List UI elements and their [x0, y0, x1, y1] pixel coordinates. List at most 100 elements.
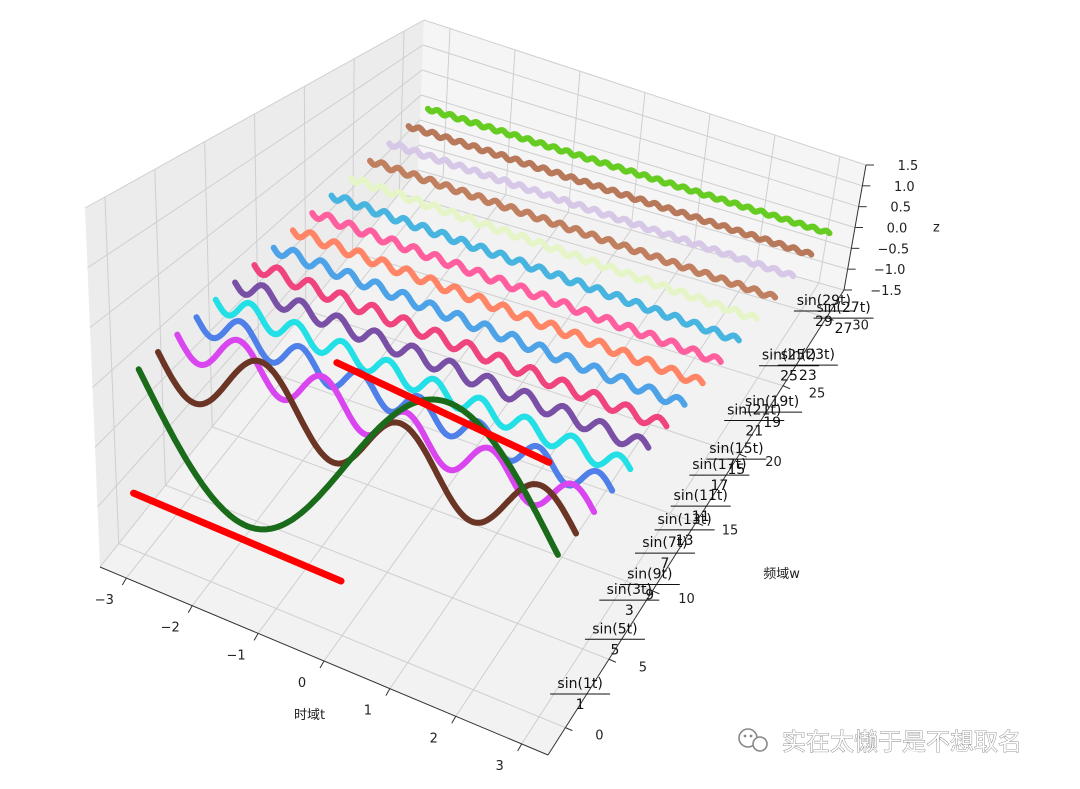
series-line-k11 [232, 279, 652, 451]
frequency-label-numerator: sin(13t) [657, 512, 711, 528]
frequency-label-denominator: 3 [625, 603, 634, 619]
y-tick-label: 20 [765, 455, 782, 470]
x-tick [121, 577, 127, 586]
z-tick-label: −0.5 [878, 242, 910, 257]
frequency-label-numerator: sin(21t) [727, 402, 781, 418]
grid-line-z-left [92, 94, 422, 388]
grid-line-y-floor [258, 368, 697, 523]
frequency-label-denominator: 21 [745, 423, 763, 439]
frequency-label-k7: sin(7t) 7 [635, 535, 696, 572]
frequency-label-denominator: 7 [661, 556, 670, 572]
wechat-icon [738, 728, 768, 752]
frequency-label-k21: sin(21t) 21 [724, 402, 785, 439]
tick-labels: −3−2−10123051015202530−1.5−1.0−0.50.00.5… [95, 159, 919, 774]
frequency-label-k3: sin(3t) 3 [599, 582, 660, 619]
grid-line-z-left [84, 19, 425, 209]
frequency-label-numerator: sin(23t) [781, 347, 835, 363]
x-tick [319, 660, 325, 669]
x-tick [451, 716, 457, 724]
square-wave-low [130, 489, 345, 585]
x-axis-label: 时域t [294, 708, 325, 723]
series-line-k27 [386, 140, 797, 280]
y-tick [739, 453, 747, 458]
z-axis-label: z [933, 221, 940, 236]
frequency-label-k11: sin(11t) 11 [670, 488, 731, 525]
y-tick [695, 522, 704, 526]
x-tick-label: −3 [95, 593, 114, 608]
frequency-label-denominator: 9 [645, 588, 654, 604]
frequency-label-numerator: sin(9t) [627, 567, 672, 583]
frequency-label-k23: sin(23t) 23 [777, 347, 838, 384]
series-line-k21 [328, 192, 742, 344]
frequency-label-k19: sin(19t) 19 [742, 394, 803, 431]
frequency-label-k1: sin(1t) 1 [550, 676, 611, 713]
z-tick-label: 1.0 [894, 180, 915, 195]
frequency-label-numerator: sin(15t) [709, 441, 763, 457]
series-line-k15 [270, 244, 688, 408]
grid-line-z-back [422, 44, 863, 187]
watermark: 实在太懒于是不想取名 [738, 728, 1022, 756]
y-tick [565, 727, 573, 732]
frequency-label-numerator: sin(17t) [692, 457, 746, 473]
grid-line-y-floor [118, 543, 566, 729]
floor-pane [100, 170, 844, 755]
y-tick-label: 15 [722, 524, 739, 539]
frequency-label-k9: sin(9t) 9 [619, 567, 680, 604]
frequency-label-denominator: 5 [610, 642, 619, 658]
frequency-label-numerator: sin(19t) [745, 394, 799, 410]
grid-line-z-back [420, 94, 856, 228]
frequency-label-k27: sin(27t) 27 [813, 300, 874, 337]
y-tick [608, 658, 617, 663]
square-wave-high [333, 359, 553, 466]
watermark-text: 实在太懒于是不想取名 [782, 728, 1022, 756]
frequency-label-numerator: sin(29t) [797, 293, 851, 309]
back-pane [418, 20, 866, 290]
frequency-label-k17: sin(17t) 17 [689, 457, 750, 494]
frequency-label-denominator: 11 [692, 509, 710, 525]
y-tick-label: 0 [595, 729, 603, 744]
series-line-k19 [309, 210, 724, 365]
grid-line-z-left [87, 44, 424, 269]
x-tick [187, 605, 193, 613]
series-line-k17 [289, 227, 706, 387]
frequency-label-denominator: 17 [710, 478, 728, 494]
frequency-label-numerator: sin(27t) [816, 300, 870, 316]
frequency-label-k25: sin(25t) 25 [759, 348, 820, 385]
x-tick-label: −1 [227, 648, 246, 663]
frequency-label-numerator: sin(7t) [642, 535, 687, 551]
frequency-label-denominator: 23 [799, 368, 817, 384]
grid-line-y-floor [165, 484, 610, 660]
frequency-label-denominator: 13 [676, 533, 694, 549]
frequency-label-numerator: sin(25t) [762, 348, 816, 364]
frequency-label-denominator: 1 [576, 697, 585, 713]
frequency-label-k5: sin(5t) 5 [584, 621, 645, 658]
z-tick-label: −1.0 [874, 263, 906, 278]
y-tick-label: 5 [639, 660, 647, 675]
series-lines [130, 105, 833, 585]
z-tick-label: 1.5 [898, 159, 919, 174]
x-tick-label: 1 [364, 704, 372, 719]
grid-line-z-back [418, 144, 848, 270]
y-tick-label: 10 [678, 592, 695, 607]
y-tick [782, 385, 791, 390]
frequency-label-numerator: sin(3t) [607, 582, 652, 598]
y-tick-label: 30 [852, 318, 869, 333]
frequency-label-denominator: 19 [763, 415, 781, 431]
z-tick-label: −1.5 [870, 284, 902, 299]
frequency-label-denominator: 27 [835, 321, 853, 337]
series-line-k7 [193, 314, 616, 494]
x-tick-label: 0 [298, 676, 306, 691]
frequency-label-k15: sin(15t) 15 [706, 441, 767, 478]
z-tick-label: 0.5 [890, 201, 911, 216]
frequency-label-k13: sin(13t) 13 [654, 512, 715, 549]
frequency-label-k29: sin(29t) 29 [793, 293, 854, 330]
frequency-label-numerator: sin(1t) [557, 676, 602, 692]
y-tick-label: 25 [809, 387, 826, 402]
series-line-k31 [424, 105, 833, 237]
frequency-label-numerator: sin(5t) [592, 621, 637, 637]
x-tick-label: 3 [496, 759, 504, 774]
z-tick-label: 0.0 [887, 222, 908, 237]
x-tick-label: 2 [430, 731, 438, 746]
